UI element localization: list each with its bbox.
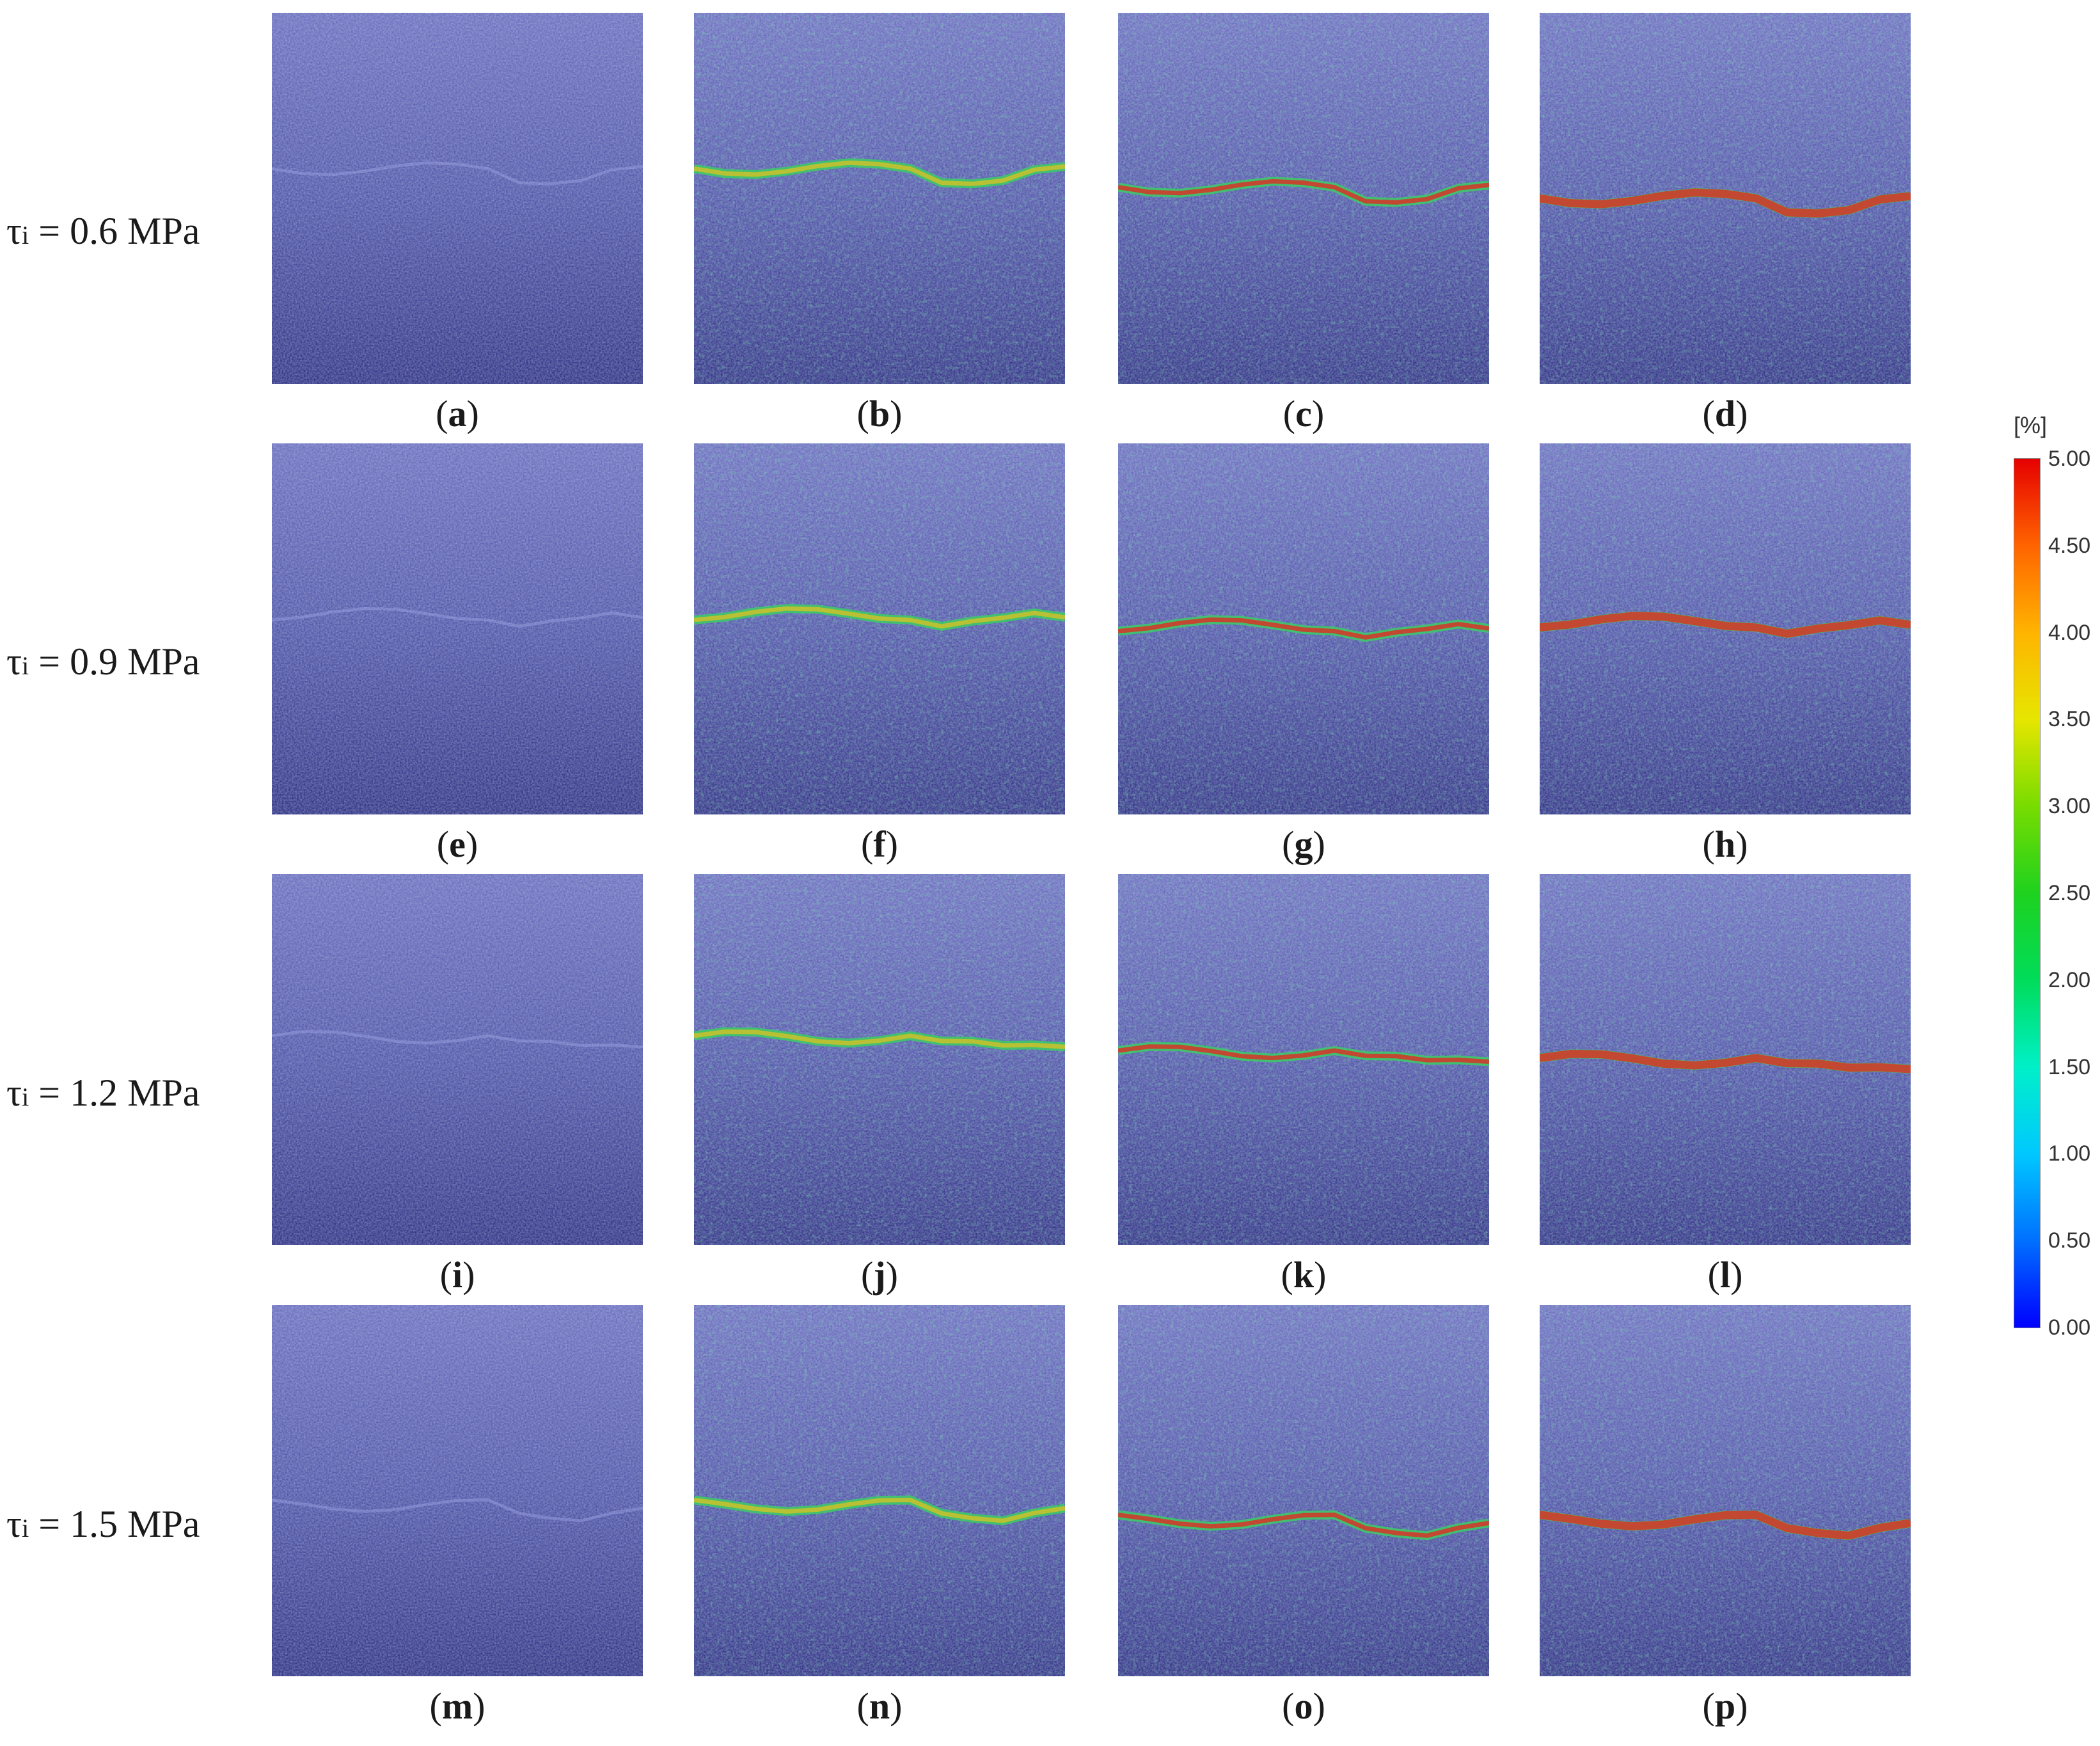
strain-overlay-texture [694,1305,1065,1676]
panel-caption-j: (j) [861,1254,898,1296]
panel-caption-k: (k) [1281,1254,1327,1296]
speckle-texture [272,13,643,384]
dic-strain-image-a [272,13,643,384]
crack-band-core [694,1498,1065,1523]
colorbar-tick-label: 5.00 [2048,447,2091,471]
crack-band-core [694,606,1065,629]
colorbar-tick-label: 4.50 [2048,533,2091,558]
panel-caption-e: (e) [436,823,478,865]
dic-strain-image-j [694,874,1065,1245]
dic-strain-image-k [1118,874,1489,1245]
panel-caption-d: (d) [1702,393,1748,434]
panel-caption-l: (l) [1707,1254,1743,1296]
panel-caption-f: (f) [861,823,898,865]
speckle-texture [272,1305,643,1676]
dic-strain-image-g [1118,443,1489,814]
dic-strain-image-h [1540,443,1911,814]
speckle-texture [272,874,643,1245]
row-label-1: τi = 0.6 MPa [6,210,200,252]
colorbar-tick-label: 0.00 [2048,1315,2091,1340]
crack-band-core [1118,617,1489,640]
crack-band-core [1540,1511,1911,1540]
colorbar-tick-label: 1.50 [2048,1054,2091,1079]
row-label-2: τi = 0.9 MPa [6,640,200,683]
dic-strain-image-e [272,443,643,814]
crack-band-core [1118,179,1489,205]
panel-caption-g: (g) [1282,823,1325,865]
strain-overlay-texture [694,13,1065,384]
faint-crack-line [272,1030,643,1049]
panel-caption-n: (n) [857,1685,903,1727]
row-label-4: τi = 1.5 MPa [6,1503,200,1545]
panel-caption-m: (m) [429,1685,486,1727]
colorbar-tick-label: 2.00 [2048,967,2091,992]
colorbar-tick-label: 2.50 [2048,881,2091,905]
dic-strain-image-l [1540,874,1911,1245]
panel-caption-h: (h) [1702,823,1748,865]
dic-strain-image-d [1540,13,1911,384]
crack-band-core [1540,612,1911,639]
crack-band-core [694,1029,1065,1049]
faint-crack-line [272,1498,643,1523]
dic-strain-image-b [694,13,1065,384]
faint-crack-line [272,607,643,628]
colorbar-tick-label: 4.00 [2048,620,2091,645]
strain-overlay-texture [1118,1305,1489,1676]
colorbar-tick-label: 1.00 [2048,1141,2091,1166]
colorbar-tick-label: 3.00 [2048,794,2091,819]
speckle-texture [272,443,643,814]
panel-caption-o: (o) [1282,1685,1325,1727]
dic-strain-image-m [272,1305,643,1676]
panel-caption-c: (c) [1283,393,1325,434]
panel-caption-a: (a) [436,393,479,434]
dic-strain-image-p [1540,1305,1911,1676]
crack-band-core [1540,1049,1911,1074]
strain-overlay-texture [694,874,1065,1245]
colorbar [2014,458,2041,1328]
crack-band-core [694,160,1065,186]
row-label-3: τi = 1.2 MPa [6,1072,200,1114]
strain-overlay-texture [1540,1305,1911,1676]
dic-strain-image-n [694,1305,1065,1676]
strain-overlay-texture [694,443,1065,814]
panel-caption-i: (i) [439,1254,475,1296]
colorbar-tick-label: 3.50 [2048,707,2091,732]
colorbar-tick-label: 0.50 [2048,1228,2091,1253]
crack-band-core [1118,1512,1489,1538]
crack-band-core [1540,188,1911,218]
panel-caption-b: (b) [857,393,903,434]
dic-strain-image-o [1118,1305,1489,1676]
faint-crack-line [272,161,643,186]
colorbar-unit: [%] [2014,412,2048,438]
dic-strain-image-f [694,443,1065,814]
dic-strain-image-i [272,874,643,1245]
crack-band-core [1118,1044,1489,1064]
panel-caption-p: (p) [1702,1685,1748,1727]
dic-strain-image-c [1118,13,1489,384]
